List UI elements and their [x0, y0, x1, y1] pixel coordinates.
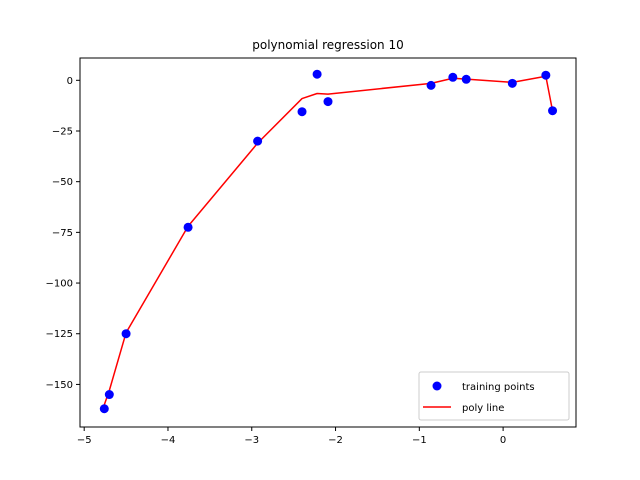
y-tick-label: −25 — [52, 126, 73, 137]
x-tick-label: −5 — [77, 435, 92, 446]
y-tick-label: −75 — [52, 228, 73, 239]
training-point — [507, 78, 517, 88]
legend: training points poly line — [418, 371, 570, 421]
x-tick-label: −4 — [161, 435, 176, 446]
training-point — [541, 70, 551, 80]
plot-area — [79, 57, 577, 428]
series-points-layer — [99, 69, 558, 414]
training-point — [99, 404, 109, 414]
series-line-layer — [103, 75, 554, 405]
legend-box — [418, 371, 570, 421]
training-point — [448, 72, 458, 82]
x-tick-label: −3 — [244, 435, 259, 446]
poly-line-series — [103, 75, 554, 405]
training-point — [426, 80, 436, 90]
x-tick-label: 0 — [500, 435, 506, 446]
training-point — [323, 97, 333, 107]
y-tick-label: 0 — [67, 76, 73, 87]
training-point — [297, 107, 307, 117]
legend-label-training-points: training points — [462, 382, 535, 393]
chart-title: polynomial regression 10 — [252, 38, 403, 52]
y-tick-label: −150 — [46, 380, 73, 391]
y-tick-label: −100 — [46, 279, 73, 290]
legend-marker-training-points — [432, 381, 442, 391]
training-point — [253, 136, 263, 146]
axes-frame — [79, 57, 577, 428]
training-point — [312, 69, 322, 79]
training-point — [183, 222, 193, 232]
x-axis: −5 −4 −3 −2 −1 0 — [77, 427, 506, 446]
x-tick-label: −2 — [328, 435, 343, 446]
y-axis: 0 −25 −50 −75 −100 −125 −150 — [46, 76, 80, 391]
training-point — [104, 390, 114, 400]
training-point — [121, 329, 131, 339]
training-point — [461, 74, 471, 84]
y-tick-label: −125 — [46, 329, 73, 340]
training-point — [548, 106, 558, 116]
legend-label-poly-line: poly line — [462, 403, 504, 414]
x-tick-label: −1 — [412, 435, 427, 446]
y-tick-label: −50 — [52, 177, 73, 188]
